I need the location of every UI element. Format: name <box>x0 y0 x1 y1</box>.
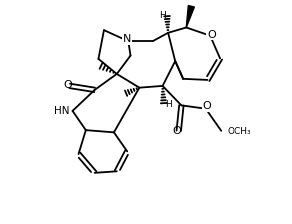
Text: O: O <box>64 80 72 90</box>
Text: O: O <box>207 30 215 40</box>
Text: HN: HN <box>54 106 70 116</box>
Text: H: H <box>159 11 166 20</box>
Text: H: H <box>165 100 171 109</box>
Text: N: N <box>123 34 131 44</box>
Polygon shape <box>186 6 194 28</box>
Text: O: O <box>202 101 211 112</box>
Text: OCH₃: OCH₃ <box>228 127 251 136</box>
Text: O: O <box>173 126 181 136</box>
